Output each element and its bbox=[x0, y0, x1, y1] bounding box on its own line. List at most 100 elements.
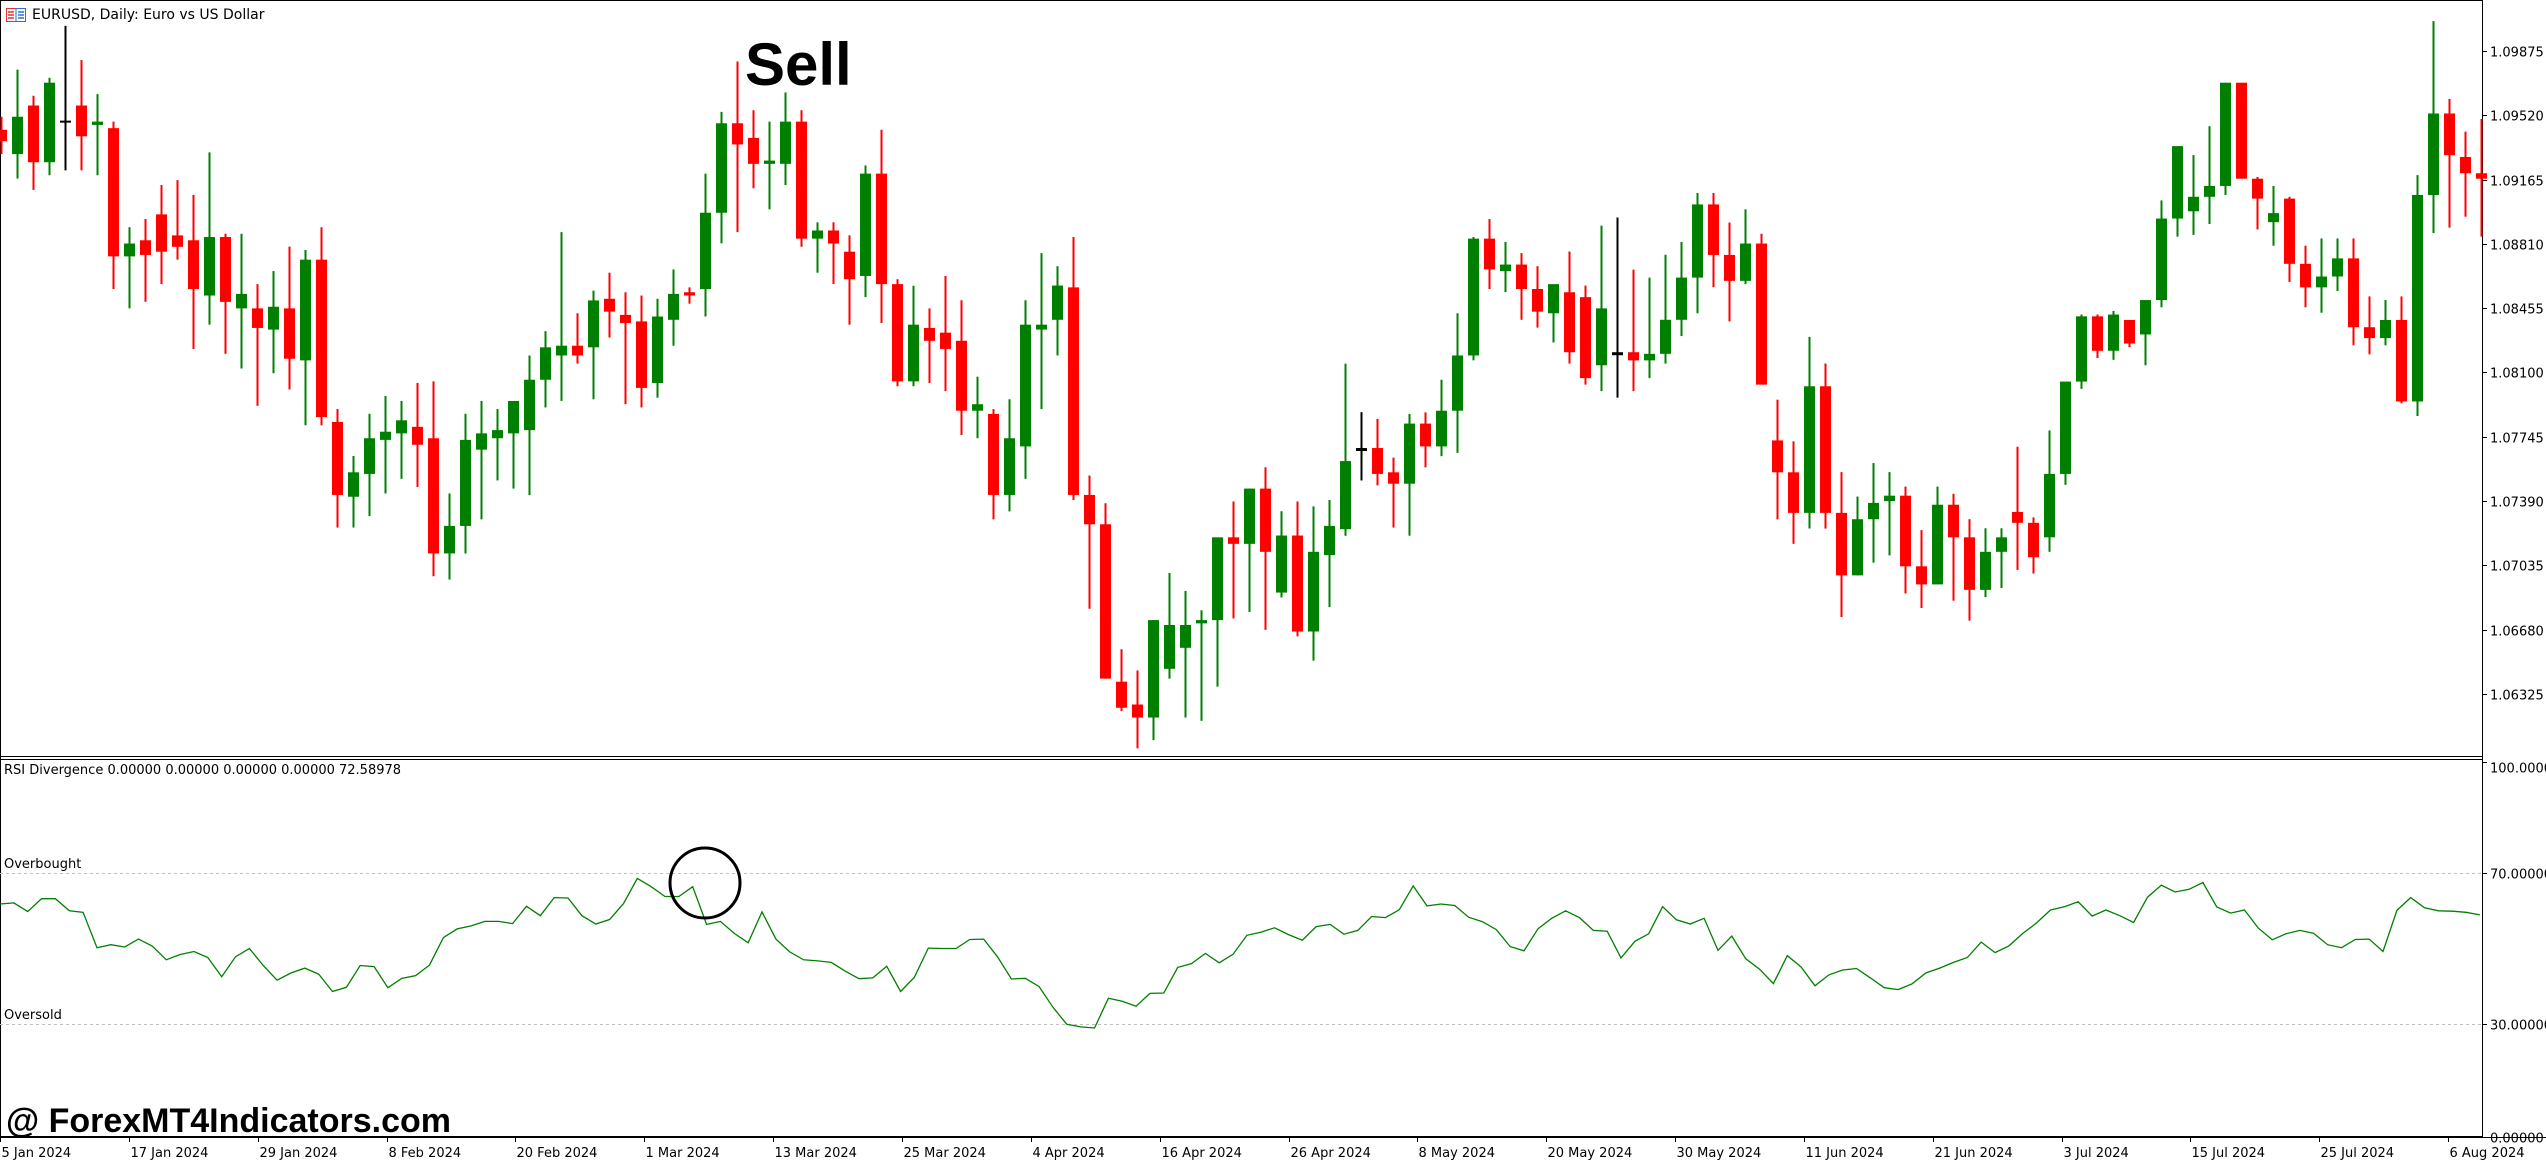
time-axis[interactable]: 5 Jan 2024 17 Jan 2024 29 Jan 2024 8 Feb 20… bbox=[0, 1137, 2525, 1161]
candle bbox=[428, 381, 439, 577]
candle bbox=[380, 396, 391, 494]
candle bbox=[2252, 176, 2263, 230]
watermark: @ ForexMT4Indicators.com bbox=[6, 1102, 452, 1140]
candle bbox=[1020, 300, 1031, 479]
time-tick-label: 6 Aug 2024 bbox=[2450, 1146, 2525, 1161]
candle bbox=[732, 61, 743, 233]
candle bbox=[1724, 222, 1735, 322]
rsi-level-lines bbox=[0, 873, 2482, 1025]
candle bbox=[124, 227, 135, 309]
candle bbox=[44, 77, 55, 176]
candle bbox=[2188, 155, 2199, 235]
candle bbox=[1676, 241, 1687, 337]
time-tick-label: 16 Apr 2024 bbox=[1162, 1146, 1242, 1161]
candle bbox=[1836, 472, 1847, 618]
candle bbox=[2092, 314, 2103, 359]
time-tick-label: 17 Jan 2024 bbox=[131, 1146, 209, 1161]
candle bbox=[1404, 413, 1415, 536]
candle bbox=[1100, 503, 1111, 679]
candle bbox=[1372, 418, 1383, 486]
candle bbox=[1548, 284, 1559, 343]
candle bbox=[652, 298, 663, 398]
candle bbox=[1132, 670, 1143, 749]
candle bbox=[460, 413, 471, 554]
candle bbox=[1772, 399, 1783, 520]
candle bbox=[540, 331, 551, 408]
time-tick-label: 20 May 2024 bbox=[1548, 1146, 1633, 1161]
price-tick-label: 1.07390 bbox=[2490, 496, 2544, 511]
time-tick-label: 25 Mar 2024 bbox=[904, 1146, 986, 1161]
candle bbox=[444, 493, 455, 580]
candle bbox=[588, 290, 599, 400]
candle bbox=[2412, 175, 2423, 416]
candle bbox=[1580, 285, 1591, 385]
candle bbox=[748, 110, 759, 189]
candle bbox=[1804, 336, 1815, 529]
candle bbox=[2316, 238, 2327, 313]
candle bbox=[972, 376, 983, 439]
candle bbox=[1212, 537, 1223, 687]
candle bbox=[764, 121, 775, 210]
candle bbox=[1516, 253, 1527, 320]
time-tick-label: 21 Jun 2024 bbox=[1935, 1146, 2013, 1161]
candle bbox=[636, 295, 647, 408]
candle bbox=[524, 355, 535, 496]
candle bbox=[780, 92, 791, 186]
candle bbox=[2156, 200, 2167, 308]
time-tick-label: 20 Feb 2024 bbox=[517, 1146, 598, 1161]
candle bbox=[1356, 412, 1367, 481]
candle bbox=[1884, 472, 1895, 556]
candlestick-series bbox=[0, 21, 2487, 749]
candle bbox=[1084, 475, 1095, 609]
candle bbox=[1900, 486, 1911, 594]
chart-title-bar: EURUSD, Daily: Euro vs US Dollar bbox=[6, 5, 264, 25]
price-tick-label: 1.08455 bbox=[2490, 303, 2544, 318]
candle bbox=[172, 180, 183, 260]
candle bbox=[1052, 266, 1063, 356]
candle bbox=[716, 111, 727, 244]
candle bbox=[956, 300, 967, 435]
candle bbox=[828, 222, 839, 285]
candle bbox=[1292, 501, 1303, 637]
candle bbox=[1996, 528, 2007, 589]
candle bbox=[2060, 381, 2071, 485]
rsi-axis[interactable]: 100.00000 70.00000 30.00000 0.00000 bbox=[2482, 762, 2546, 1147]
price-tick-label: 1.09875 bbox=[2490, 46, 2544, 61]
candle bbox=[2348, 238, 2359, 346]
candle bbox=[2428, 21, 2439, 234]
chart-title: EURUSD, Daily: Euro vs US Dollar bbox=[32, 7, 265, 23]
price-tick-label: 1.07035 bbox=[2490, 560, 2544, 575]
sell-annotation: Sell bbox=[745, 31, 852, 98]
candle bbox=[1740, 209, 1751, 285]
candle bbox=[684, 287, 695, 304]
candle bbox=[1468, 237, 1479, 361]
candle bbox=[348, 455, 359, 528]
candle bbox=[492, 409, 503, 481]
time-tick-label: 29 Jan 2024 bbox=[260, 1146, 338, 1161]
candle bbox=[1004, 399, 1015, 512]
rsi-tick-label: 70.00000 bbox=[2490, 868, 2546, 883]
chart-window-icon bbox=[6, 8, 26, 22]
candle bbox=[1420, 412, 1431, 468]
candle bbox=[1708, 193, 1719, 288]
candle bbox=[1148, 620, 1159, 741]
candle bbox=[1244, 488, 1255, 612]
candle bbox=[1452, 313, 1463, 453]
candle bbox=[1820, 363, 1831, 529]
candle bbox=[1388, 457, 1399, 528]
candle bbox=[28, 95, 39, 190]
candle bbox=[940, 275, 951, 392]
price-tick-label: 1.06680 bbox=[2490, 625, 2544, 640]
candle bbox=[12, 69, 23, 179]
candle bbox=[1260, 467, 1271, 630]
time-tick-label: 26 Apr 2024 bbox=[1291, 1146, 1371, 1161]
candle bbox=[2236, 82, 2247, 179]
price-axis[interactable]: 1.09875 1.09520 1.09165 1.08810 1.08455 1.081… bbox=[2482, 46, 2544, 704]
candle bbox=[2012, 446, 2023, 570]
candle bbox=[2140, 300, 2151, 366]
candle bbox=[876, 129, 887, 324]
candle bbox=[188, 194, 199, 349]
price-tick-label: 1.08100 bbox=[2490, 367, 2544, 382]
